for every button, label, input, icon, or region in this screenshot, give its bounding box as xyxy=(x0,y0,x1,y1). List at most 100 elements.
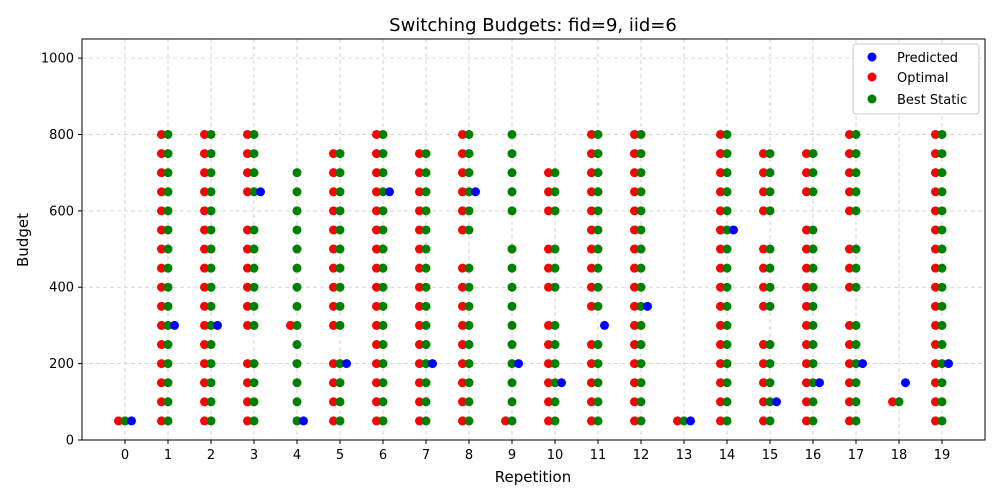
best-static-point xyxy=(507,301,517,311)
best-static-point xyxy=(722,149,732,159)
best-static-point xyxy=(421,359,431,369)
optimal-point xyxy=(802,340,811,350)
legend-marker-best-static xyxy=(867,94,877,104)
optimal-point xyxy=(759,263,768,273)
optimal-point xyxy=(458,187,467,197)
best-static-point xyxy=(421,340,431,350)
best-static-point xyxy=(593,149,603,159)
best-static-point xyxy=(593,301,603,311)
best-static-point xyxy=(206,149,216,159)
best-static-point xyxy=(593,168,603,178)
best-static-point xyxy=(765,263,775,273)
best-static-point xyxy=(421,397,431,407)
best-static-point xyxy=(378,301,388,311)
optimal-point xyxy=(329,149,338,159)
best-static-point xyxy=(722,378,732,388)
optimal-point xyxy=(372,416,381,426)
optimal-point xyxy=(157,149,166,159)
best-static-point xyxy=(206,225,216,235)
optimal-point xyxy=(544,263,553,273)
optimal-point xyxy=(630,244,639,254)
optimal-point xyxy=(544,320,553,330)
optimal-point xyxy=(759,244,768,254)
optimal-point xyxy=(845,129,854,139)
best-static-point xyxy=(593,187,603,197)
best-static-point xyxy=(249,129,259,139)
best-static-point xyxy=(206,244,216,254)
y-tick-label: 200 xyxy=(49,357,74,372)
best-static-point xyxy=(851,168,861,178)
best-static-point xyxy=(292,225,302,235)
best-static-point xyxy=(550,340,560,350)
optimal-point xyxy=(243,397,252,407)
best-static-point xyxy=(636,301,646,311)
best-static-point xyxy=(421,244,431,254)
best-static-point xyxy=(378,416,388,426)
best-static-point xyxy=(851,340,861,350)
best-static-point xyxy=(163,168,173,178)
best-static-point xyxy=(206,397,216,407)
optimal-point xyxy=(200,206,209,216)
best-static-point xyxy=(120,416,130,426)
optimal-point xyxy=(587,244,596,254)
optimal-point xyxy=(415,378,424,388)
optimal-point xyxy=(544,359,553,369)
best-static-point xyxy=(550,244,560,254)
optimal-point xyxy=(157,416,166,426)
best-static-point xyxy=(507,320,517,330)
best-static-point xyxy=(292,378,302,388)
optimal-point xyxy=(630,397,639,407)
best-static-point xyxy=(808,416,818,426)
best-static-point xyxy=(464,397,474,407)
optimal-point xyxy=(931,263,940,273)
optimal-point xyxy=(157,244,166,254)
optimal-point xyxy=(759,168,768,178)
best-static-point xyxy=(378,340,388,350)
optimal-point xyxy=(630,416,639,426)
best-static-point xyxy=(851,149,861,159)
optimal-point xyxy=(372,187,381,197)
best-static-point xyxy=(636,397,646,407)
best-static-point xyxy=(808,244,818,254)
x-tick-label: 19 xyxy=(934,448,951,463)
optimal-point xyxy=(587,263,596,273)
best-static-point xyxy=(722,340,732,350)
best-static-point xyxy=(292,397,302,407)
optimal-point xyxy=(931,244,940,254)
optimal-point xyxy=(802,168,811,178)
x-tick-label: 18 xyxy=(891,448,908,463)
optimal-point xyxy=(157,397,166,407)
predicted-point xyxy=(213,320,222,330)
optimal-point xyxy=(458,225,467,235)
best-static-point xyxy=(249,378,259,388)
best-static-point xyxy=(421,263,431,273)
best-static-point xyxy=(937,416,947,426)
best-static-point xyxy=(636,340,646,350)
best-static-point xyxy=(636,282,646,292)
best-static-point xyxy=(851,320,861,330)
best-static-point xyxy=(378,168,388,178)
best-static-point xyxy=(378,206,388,216)
best-static-point xyxy=(249,359,259,369)
optimal-point xyxy=(243,359,252,369)
best-static-point xyxy=(206,129,216,139)
best-static-point xyxy=(507,263,517,273)
best-static-point xyxy=(163,301,173,311)
best-static-point xyxy=(851,263,861,273)
optimal-point xyxy=(372,129,381,139)
optimal-point xyxy=(200,282,209,292)
optimal-point xyxy=(630,320,639,330)
best-static-point xyxy=(636,244,646,254)
optimal-point xyxy=(845,397,854,407)
optimal-point xyxy=(243,129,252,139)
optimal-point xyxy=(931,282,940,292)
chart-title: Switching Budgets: fid=9, iid=6 xyxy=(389,15,677,36)
optimal-point xyxy=(845,263,854,273)
best-static-point xyxy=(722,244,732,254)
best-static-point xyxy=(765,397,775,407)
optimal-point xyxy=(329,263,338,273)
optimal-point xyxy=(415,340,424,350)
best-static-point xyxy=(550,168,560,178)
optimal-point xyxy=(587,301,596,311)
optimal-point xyxy=(845,320,854,330)
